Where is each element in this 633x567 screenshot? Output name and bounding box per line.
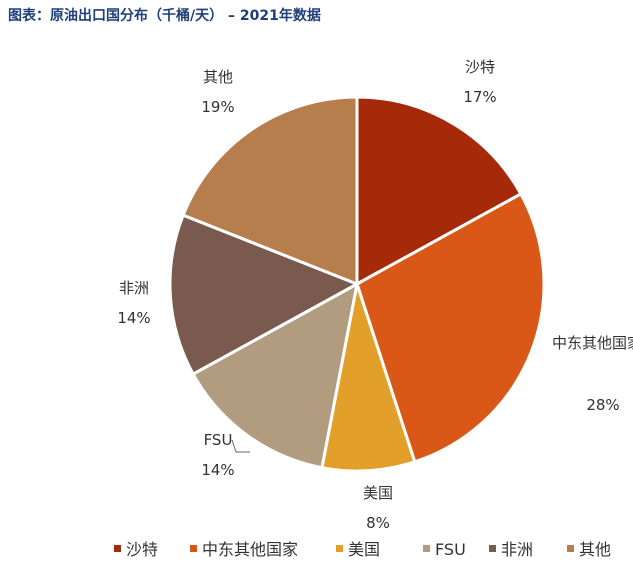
pie-slice-1 [355, 191, 546, 464]
legend-label-1: 中东其他国家 [202, 540, 298, 559]
legend-label-3: FSU [435, 540, 466, 559]
slice-value-label: 14% [201, 461, 234, 479]
leader-line [231, 439, 250, 453]
pie-slice-0 [355, 95, 523, 287]
pie-slice-5 [181, 95, 359, 287]
slice-name-label: 美国 [363, 484, 393, 502]
slice-name-label: 其他 [203, 68, 233, 86]
slice-name-label: 中东其他国家 [552, 334, 633, 352]
pie-slice-3 [191, 281, 360, 470]
slice-value-label: 17% [463, 88, 496, 106]
slice-value-label: 28% [586, 396, 619, 414]
slice-labels: 沙特 17% 中东其他国家 28% 美国 8% FSU 14% 非洲 14% 其他 19% [117, 58, 633, 532]
legend-swatch-3 [423, 545, 430, 552]
chart-title: 图表：原油出口国分布（千桶/天） – 2021年数据 [8, 8, 321, 24]
slice-value-label: 8% [366, 514, 390, 532]
legend-swatch-4 [489, 545, 496, 552]
legend-swatch-5 [567, 545, 574, 552]
pie-slice-4 [168, 213, 361, 377]
slice-value-label: 14% [117, 309, 150, 327]
pie-slice-2 [320, 283, 417, 473]
slice-name-label: FSU [204, 431, 233, 449]
slice-value-label: 19% [201, 98, 234, 116]
legend-swatch-0 [114, 545, 121, 552]
legend-label-5: 其他 [579, 540, 611, 559]
legend-swatch-1 [190, 545, 197, 552]
legend-label-2: 美国 [348, 540, 380, 559]
slice-name-label: 非洲 [119, 279, 149, 297]
pie-slices [168, 95, 546, 473]
slice-name-label: 沙特 [465, 58, 495, 76]
legend-label-4: 非洲 [501, 540, 533, 559]
legend: 沙特 中东其他国家 美国 FSU 非洲 其他 [114, 540, 611, 559]
legend-label-0: 沙特 [126, 540, 158, 559]
legend-swatch-2 [336, 545, 343, 552]
